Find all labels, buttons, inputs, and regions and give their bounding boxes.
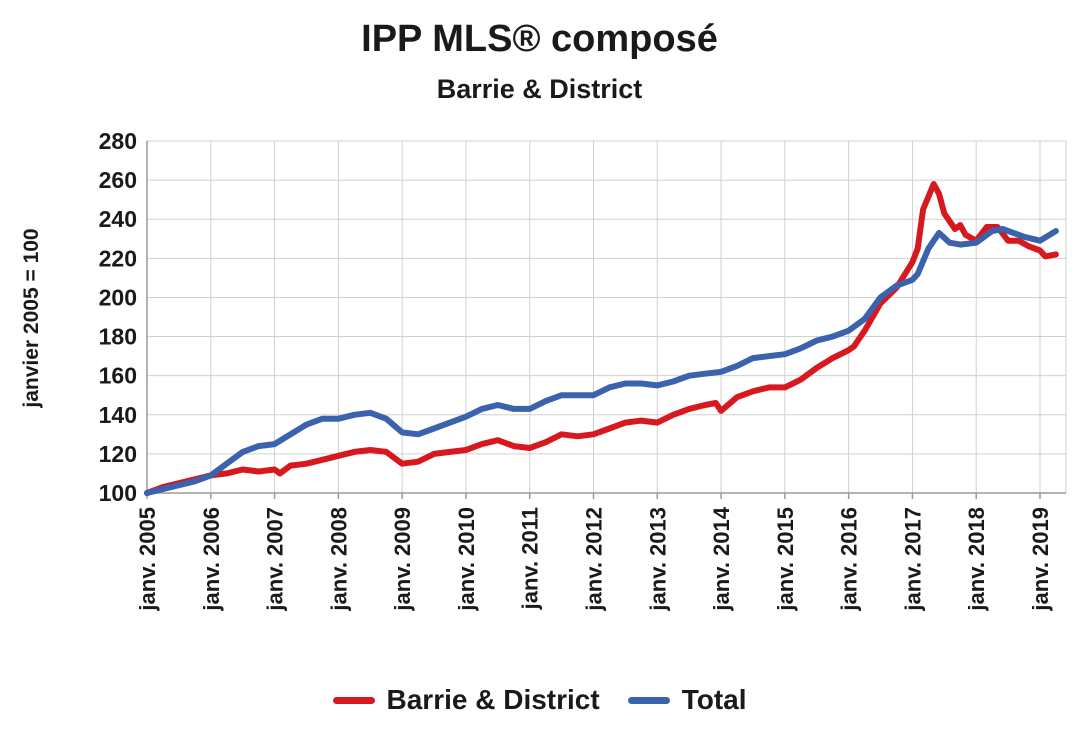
x-tick-label: janv. 2007 bbox=[263, 507, 288, 612]
x-tick-label: janv. 2019 bbox=[1028, 507, 1053, 612]
line-chart: 100 120 140 160 180 200 220 240 260 280 janv. 2005… bbox=[99, 128, 1067, 612]
y-tick-label: 120 bbox=[99, 441, 137, 467]
x-tick-label: janv. 2006 bbox=[199, 507, 224, 612]
chart-subtitle: Barrie & District bbox=[436, 74, 643, 104]
series-line-barrie bbox=[144, 181, 1059, 496]
y-tick-label: 140 bbox=[99, 402, 137, 428]
y-tick-label: 160 bbox=[99, 363, 137, 389]
series-line-total bbox=[144, 226, 1059, 496]
legend-swatch-barrie bbox=[332, 696, 375, 704]
legend-item-total: Total bbox=[627, 684, 747, 716]
x-tick-label: janv. 2014 bbox=[709, 506, 734, 611]
y-tick-label: 220 bbox=[99, 245, 137, 271]
legend-label-total: Total bbox=[681, 684, 747, 715]
x-tick-label: janv. 2012 bbox=[582, 507, 607, 612]
x-tick-label: janv. 2013 bbox=[645, 507, 670, 612]
y-tick-label: 180 bbox=[99, 324, 137, 350]
x-tick-label: janv. 2018 bbox=[964, 507, 989, 612]
x-tick-label: janv. 2016 bbox=[837, 507, 862, 612]
legend-item-barrie: Barrie & District bbox=[332, 684, 600, 716]
legend-swatch-total bbox=[627, 696, 670, 704]
chart-title: IPP MLS® composé bbox=[361, 18, 718, 60]
y-tick-label: 240 bbox=[99, 206, 137, 232]
y-tick-label: 200 bbox=[99, 284, 137, 310]
x-tick-label: janv. 2017 bbox=[900, 507, 925, 612]
x-tick-label: janv. 2010 bbox=[454, 507, 479, 612]
x-tick-label: janv. 2008 bbox=[326, 507, 351, 612]
x-tick-label: janv. 2011 bbox=[518, 507, 543, 610]
legend-label-barrie: Barrie & District bbox=[386, 684, 600, 715]
x-tick-label: janv. 2009 bbox=[390, 507, 415, 612]
x-tick-label: janv. 2005 bbox=[135, 507, 160, 612]
y-tick-label: 260 bbox=[99, 167, 137, 193]
y-tick-label: 100 bbox=[99, 480, 137, 506]
legend: Barrie & District Total bbox=[0, 684, 1079, 716]
y-tick-label: 280 bbox=[99, 128, 137, 154]
x-tick-label: janv. 2015 bbox=[773, 507, 798, 612]
